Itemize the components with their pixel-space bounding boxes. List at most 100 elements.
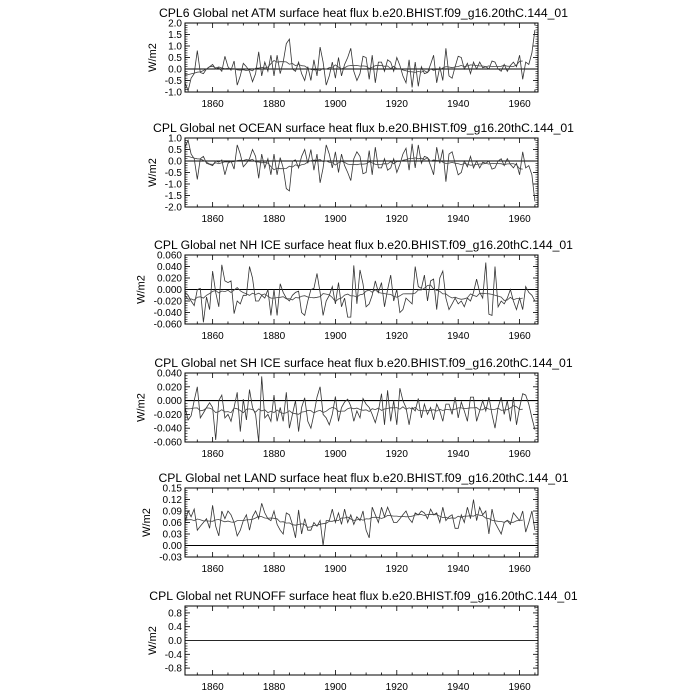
y-tick-label: -1.5 (165, 191, 183, 202)
running-mean-line (184, 513, 523, 528)
y-tick-label: 1.0 (168, 42, 182, 53)
x-tick-label: 1900 (324, 564, 347, 575)
x-tick-label: 1960 (508, 99, 531, 110)
x-tick-label: 1880 (263, 564, 286, 575)
x-tick-label: 1960 (508, 682, 531, 693)
x-tick-label: 1920 (386, 564, 409, 575)
x-tick-label: 1880 (263, 99, 286, 110)
y-tick-label: 0.020 (157, 274, 182, 285)
y-tick-label: 0.0 (168, 65, 182, 76)
y-tick-label: 1.0 (168, 134, 182, 145)
x-tick-label: 1860 (202, 449, 225, 460)
x-tick-label: 1880 (263, 449, 286, 460)
x-tick-label: 1960 (508, 331, 531, 342)
x-tick-label: 1920 (386, 682, 409, 693)
y-tick-label: 0.040 (157, 262, 182, 273)
plot-frame (184, 487, 539, 558)
y-axis-label: W/m2 (147, 43, 159, 72)
y-tick-label: -1.0 (165, 88, 183, 99)
x-tick-label: 1880 (263, 214, 286, 225)
running-mean-line (184, 284, 523, 303)
plot-frame (184, 372, 539, 443)
y-tick-label: 0.00 (163, 541, 183, 552)
y-tick-label: -0.03 (159, 553, 182, 564)
y-tick-label: -0.4 (165, 650, 183, 661)
x-tick-label: 1940 (447, 682, 470, 693)
x-tick-label: 1860 (202, 682, 225, 693)
y-tick-label: 0.09 (163, 507, 183, 518)
y-axis-label: W/m2 (136, 393, 148, 422)
y-tick-label: 0.03 (163, 530, 183, 541)
y-tick-label: -0.5 (165, 168, 183, 179)
annual-series-line (184, 29, 536, 93)
y-tick-label: 0.020 (157, 382, 182, 393)
x-tick-label: 1960 (508, 449, 531, 460)
annual-series-line (184, 139, 536, 202)
panel-title: CPL Global net NH ICE surface heat flux … (154, 238, 573, 252)
annual-series-line (184, 376, 536, 443)
x-tick-label: 1940 (447, 564, 470, 575)
running-mean-line (184, 405, 523, 415)
y-axis-label: W/m2 (147, 626, 159, 655)
y-tick-label: 0.5 (168, 145, 182, 156)
panel-title: CPL Global net SH ICE surface heat flux … (154, 356, 572, 370)
panel-1: CPL6 Global net ATM surface heat flux b.… (147, 6, 568, 110)
y-axis-label: W/m2 (147, 158, 159, 187)
y-tick-label: 0.0 (168, 157, 182, 168)
y-tick-label: -0.040 (154, 308, 183, 319)
x-tick-label: 1880 (263, 682, 286, 693)
x-tick-label: 1940 (447, 214, 470, 225)
y-tick-label: -0.060 (154, 320, 183, 331)
running-mean-line (185, 155, 523, 171)
x-tick-label: 1920 (386, 331, 409, 342)
y-tick-label: 2.0 (168, 19, 182, 30)
plot-frame (184, 254, 539, 325)
x-tick-label: 1900 (324, 99, 347, 110)
y-tick-label: 0.000 (157, 285, 182, 296)
x-tick-label: 1940 (447, 449, 470, 460)
x-tick-label: 1900 (324, 449, 347, 460)
plot-frame (184, 137, 539, 208)
panel-title: CPL6 Global net ATM surface heat flux b.… (159, 6, 568, 20)
y-tick-label: 0.8 (168, 608, 182, 619)
x-tick-label: 1900 (324, 682, 347, 693)
y-tick-label: -0.020 (154, 410, 183, 421)
panel-6: CPL Global net RUNOFF surface heat flux … (147, 589, 578, 693)
x-tick-label: 1940 (447, 99, 470, 110)
panel-title: CPL Global net RUNOFF surface heat flux … (149, 589, 578, 603)
x-tick-label: 1900 (324, 214, 347, 225)
panel-4: CPL Global net SH ICE surface heat flux … (136, 356, 573, 460)
annual-series-line (184, 262, 536, 323)
x-tick-label: 1860 (202, 564, 225, 575)
x-tick-label: 1880 (263, 331, 286, 342)
y-axis-label: W/m2 (141, 508, 153, 537)
annual-series-line (184, 499, 536, 546)
x-tick-label: 1860 (202, 331, 225, 342)
y-tick-label: 0.5 (168, 53, 182, 64)
y-tick-label: 0.12 (163, 495, 183, 506)
y-axis-label: W/m2 (136, 275, 148, 304)
y-tick-label: -0.060 (154, 438, 183, 449)
y-tick-label: 0.06 (163, 518, 183, 529)
x-tick-label: 1920 (386, 214, 409, 225)
y-tick-label: -0.020 (154, 297, 183, 308)
panel-3: CPL Global net NH ICE surface heat flux … (136, 238, 574, 342)
y-tick-label: -2.0 (165, 203, 183, 214)
x-tick-label: 1960 (508, 214, 531, 225)
plot-frame (184, 22, 539, 93)
y-tick-label: 0.15 (163, 484, 183, 495)
y-tick-label: 0.060 (157, 251, 182, 262)
x-tick-label: 1940 (447, 331, 470, 342)
y-tick-label: -0.8 (165, 664, 183, 675)
x-tick-label: 1920 (386, 449, 409, 460)
y-tick-label: -0.5 (165, 76, 183, 87)
y-tick-label: 0.0 (168, 636, 182, 647)
panel-2: CPL Global net OCEAN surface heat flux b… (147, 121, 574, 225)
y-tick-label: -1.0 (165, 180, 183, 191)
panel-title: CPL Global net LAND surface heat flux b.… (158, 471, 568, 485)
panel-5: CPL Global net LAND surface heat flux b.… (141, 471, 569, 575)
y-tick-label: 1.5 (168, 30, 182, 41)
running-mean-line (184, 60, 523, 76)
